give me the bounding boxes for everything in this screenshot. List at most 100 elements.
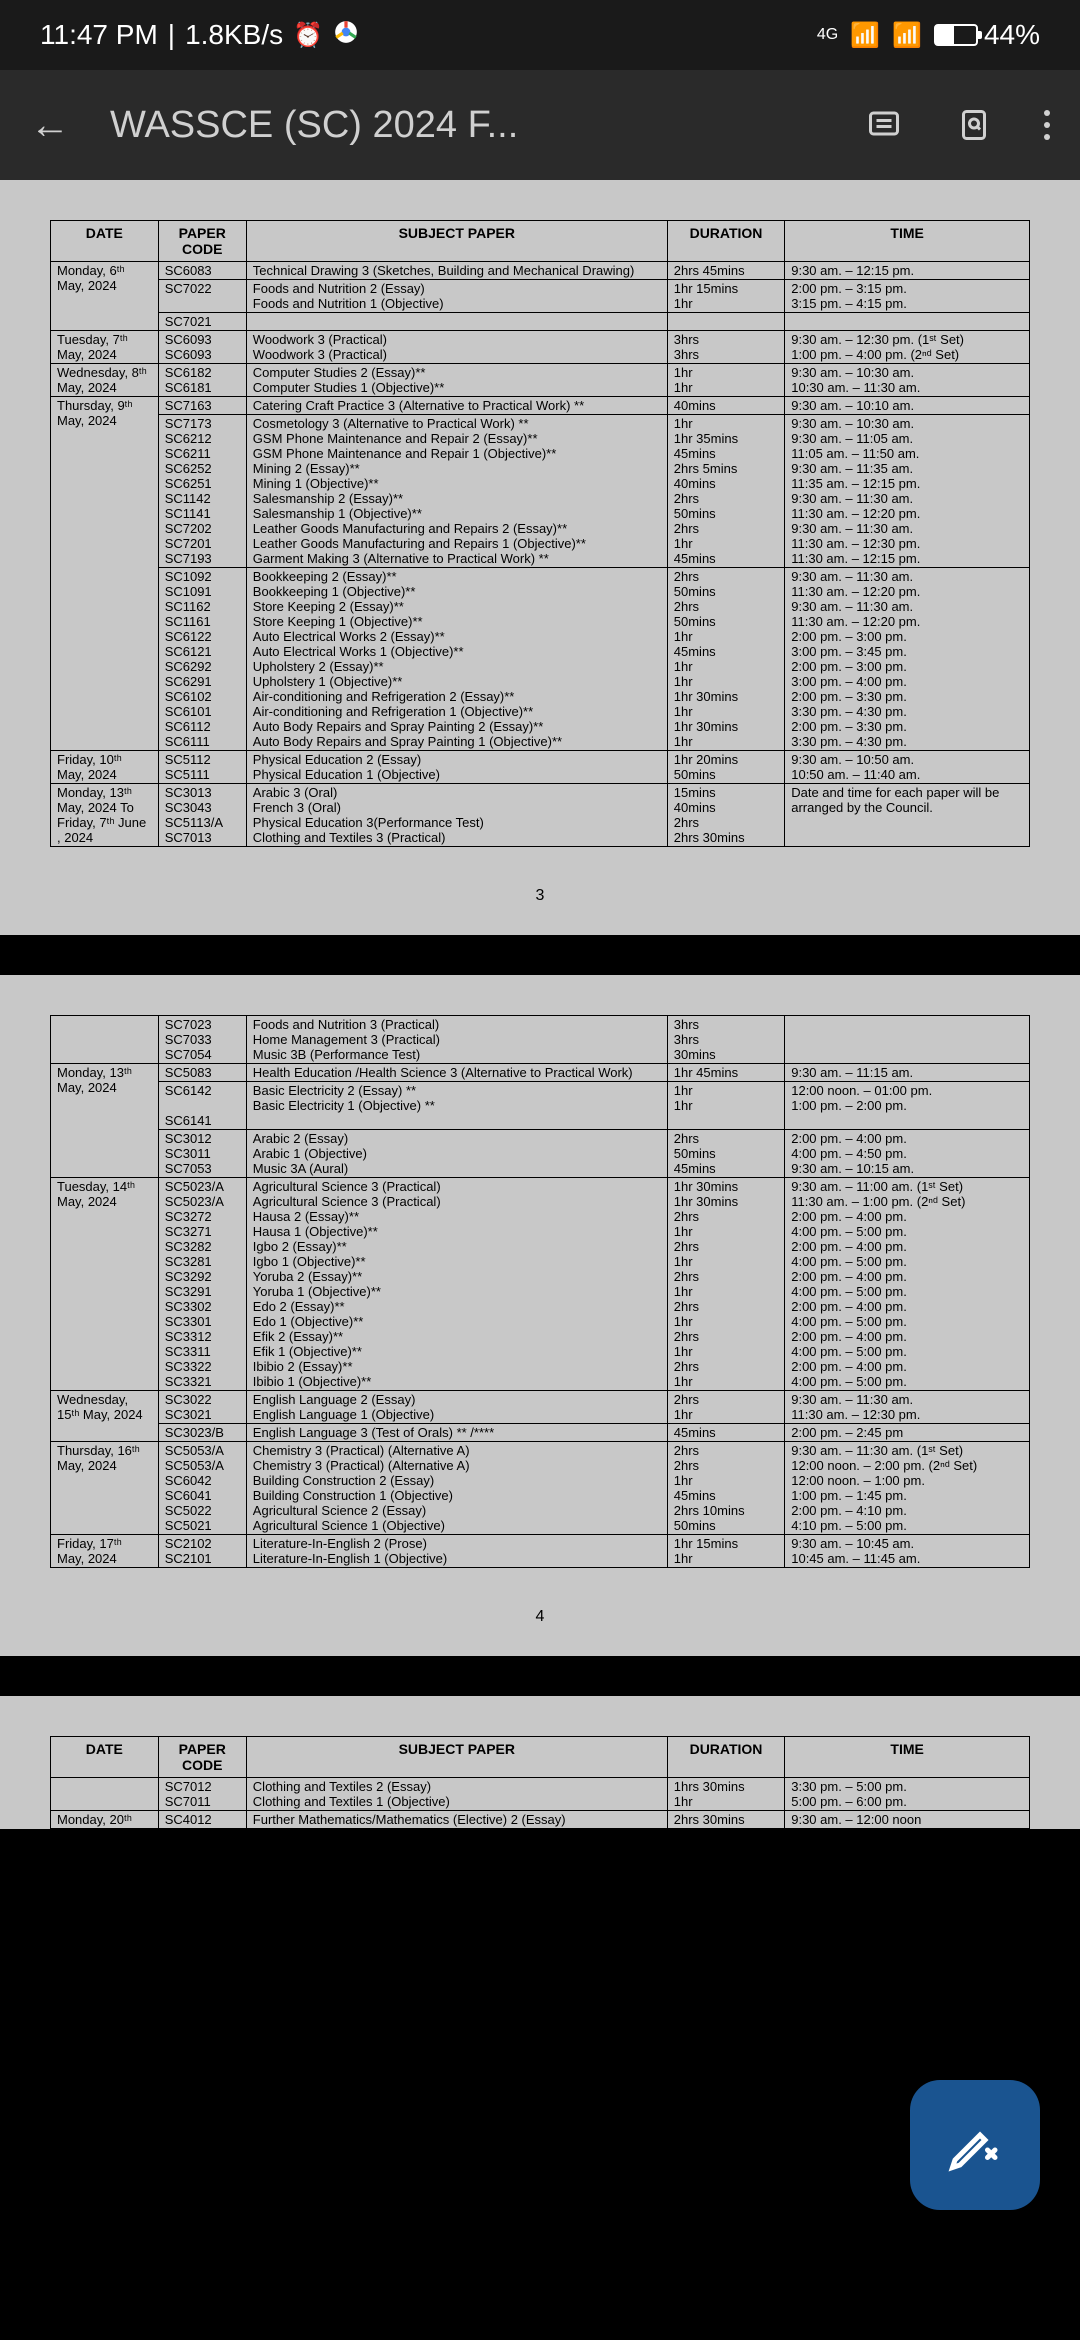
cell-subject: Basic Electricity 2 (Essay) **Basic Elec… (246, 1082, 667, 1130)
pdf-page-4: SC7023SC7033SC7054Foods and Nutrition 3 … (0, 975, 1080, 1656)
comment-icon[interactable] (864, 105, 904, 145)
battery-indicator: 44% (934, 19, 1040, 51)
separator: | (168, 19, 175, 51)
cell-date: Wednesday, 8ᵗʰ May, 2024 (51, 364, 159, 397)
cell-code: SC4012 (158, 1811, 246, 1829)
cell-time: Date and time for each paper will be arr… (785, 784, 1030, 847)
cell-subject (246, 313, 667, 331)
cell-time (785, 1016, 1030, 1064)
cell-code: SC6083 (158, 262, 246, 280)
cell-subject: Arabic 3 (Oral)French 3 (Oral)Physical E… (246, 784, 667, 847)
cell-time: 9:30 am. – 11:30 am. (1ˢᵗ Set)12:00 noon… (785, 1442, 1030, 1535)
search-page-icon[interactable] (954, 105, 994, 145)
table-row: SC7012SC7011Clothing and Textiles 2 (Ess… (51, 1778, 1030, 1811)
pdf-page-3: DATE PAPER CODE SUBJECT PAPER DURATION T… (0, 180, 1080, 935)
cell-time: 9:30 am. – 10:50 am.10:50 am. – 11:40 am… (785, 751, 1030, 784)
cell-duration (667, 313, 784, 331)
cell-code: SC3012SC3011SC7053 (158, 1130, 246, 1178)
cell-code: SC3022SC3021 (158, 1391, 246, 1424)
cell-time: 9:30 am. – 11:00 am. (1ˢᵗ Set)11:30 am. … (785, 1178, 1030, 1391)
cell-time: 9:30 am. – 11:30 am.11:30 am. – 12:30 pm… (785, 1391, 1030, 1424)
cell-time: 2:00 pm. – 3:15 pm.3:15 pm. – 4:15 pm. (785, 280, 1030, 313)
page-title: WASSCE (SC) 2024 F... (110, 104, 824, 147)
more-menu-icon[interactable] (1044, 110, 1050, 140)
page-number: 3 (50, 887, 1030, 905)
table-header: DATE PAPER CODE SUBJECT PAPER DURATION T… (51, 221, 1030, 262)
table-row: SC6142SC6141Basic Electricity 2 (Essay) … (51, 1082, 1030, 1130)
cell-date: Wednesday, 15ᵗʰ May, 2024 (51, 1391, 159, 1442)
cell-duration: 1hr 15mins1hr (667, 1535, 784, 1568)
cell-subject: English Language 3 (Test of Orals) ** /*… (246, 1424, 667, 1442)
cell-time: 9:30 am. – 10:45 am.10:45 am. – 11:45 am… (785, 1535, 1030, 1568)
table-row: SC1092SC1091SC1162SC1161SC6122SC6121SC62… (51, 568, 1030, 751)
cell-duration: 3hrs3hrs30mins (667, 1016, 784, 1064)
cell-code: SC7012SC7011 (158, 1778, 246, 1811)
cell-code: SC7022 (158, 280, 246, 313)
cell-subject: Computer Studies 2 (Essay)**Computer Stu… (246, 364, 667, 397)
cell-duration: 1hr 20mins50mins (667, 751, 784, 784)
table-header: DATE PAPER CODE SUBJECT PAPER DURATION T… (51, 1737, 1030, 1778)
cell-code: SC7163 (158, 397, 246, 415)
header-time: TIME (785, 221, 1030, 262)
cell-duration: 40mins (667, 397, 784, 415)
table-body-2: SC7023SC7033SC7054Foods and Nutrition 3 … (51, 1016, 1030, 1568)
cell-duration: 2hrs1hr (667, 1391, 784, 1424)
cell-duration: 1hrs 30mins1hr (667, 1778, 784, 1811)
table-row: Thursday, 16ᵗʰ May, 2024SC5053/ASC5053/A… (51, 1442, 1030, 1535)
header-duration: DURATION (667, 221, 784, 262)
cell-code: SC7023SC7033SC7054 (158, 1016, 246, 1064)
cell-time: 3:30 pm. – 5:00 pm.5:00 pm. – 6:00 pm. (785, 1778, 1030, 1811)
cell-time: 2:00 pm. – 2:45 pm (785, 1424, 1030, 1442)
cell-code: SC6182SC6181 (158, 364, 246, 397)
table-row: SC7173SC6212SC6211SC6252SC6251SC1142SC11… (51, 415, 1030, 568)
cell-duration: 1hr1hr 35mins45mins2hrs 5mins40mins2hrs5… (667, 415, 784, 568)
table-row: Wednesday, 8ᵗʰ May, 2024SC6182SC6181Comp… (51, 364, 1030, 397)
cell-duration: 3hrs3hrs (667, 331, 784, 364)
cell-code: SC6093SC6093 (158, 331, 246, 364)
cell-duration: 1hr1hr (667, 1082, 784, 1130)
page-number: 4 (50, 1608, 1030, 1626)
battery-icon (934, 24, 978, 46)
cell-date: Friday, 17ᵗʰ May, 2024 (51, 1535, 159, 1568)
cell-time: 9:30 am. – 12:00 noon (785, 1811, 1030, 1829)
header-date: DATE (51, 221, 159, 262)
header-duration: DURATION (667, 1737, 784, 1778)
table-row: Monday, 13ᵗʰ May, 2024 To Friday, 7ᵗʰ Ju… (51, 784, 1030, 847)
cell-subject: Foods and Nutrition 3 (Practical)Home Ma… (246, 1016, 667, 1064)
table-row: Monday, 13ᵗʰ May, 2024SC5083Health Educa… (51, 1064, 1030, 1082)
cell-subject: English Language 2 (Essay)English Langua… (246, 1391, 667, 1424)
edit-fab[interactable] (910, 2080, 1040, 2210)
table-row: SC3012SC3011SC7053Arabic 2 (Essay)Arabic… (51, 1130, 1030, 1178)
cell-subject: Bookkeeping 2 (Essay)**Bookkeeping 1 (Ob… (246, 568, 667, 751)
cell-code: SC5112SC5111 (158, 751, 246, 784)
status-bar: 11:47 PM | 1.8KB/s ⏰ 4G 📶 📶 44% (0, 0, 1080, 70)
cell-time: 9:30 am. – 10:30 am.10:30 am. – 11:30 am… (785, 364, 1030, 397)
cell-code: SC7173SC6212SC6211SC6252SC6251SC1142SC11… (158, 415, 246, 568)
cell-duration: 2hrs50mins2hrs50mins1hr45mins1hr1hr1hr 3… (667, 568, 784, 751)
chrome-icon (333, 19, 359, 52)
header-code: PAPER CODE (158, 1737, 246, 1778)
cell-time (785, 313, 1030, 331)
table-row: Friday, 10ᵗʰ May, 2024SC5112SC5111Physic… (51, 751, 1030, 784)
header-date: DATE (51, 1737, 159, 1778)
cell-subject: Chemistry 3 (Practical) (Alternative A)C… (246, 1442, 667, 1535)
network-label: 4G (817, 26, 838, 44)
document-viewport[interactable]: DATE PAPER CODE SUBJECT PAPER DURATION T… (0, 180, 1080, 2340)
cell-time: 9:30 am. – 11:15 am. (785, 1064, 1030, 1082)
cell-duration: 1hr1hr (667, 364, 784, 397)
back-button[interactable]: ← (30, 103, 70, 148)
table-row: SC3023/BEnglish Language 3 (Test of Oral… (51, 1424, 1030, 1442)
table-row: Thursday, 9ᵗʰ May, 2024SC7163Catering Cr… (51, 397, 1030, 415)
cell-duration: 2hrs2hrs1hr45mins2hrs 10mins50mins (667, 1442, 784, 1535)
cell-duration: 1hr 30mins1hr 30mins2hrs1hr2hrs1hr2hrs1h… (667, 1178, 784, 1391)
header-subject: SUBJECT PAPER (246, 221, 667, 262)
cell-duration: 2hrs 45mins (667, 262, 784, 280)
table-row: Tuesday, 14ᵗʰ May, 2024SC5023/ASC5023/AS… (51, 1178, 1030, 1391)
cell-time: 9:30 am. – 12:30 pm. (1ˢᵗ Set)1:00 pm. –… (785, 331, 1030, 364)
toolbar-icons (864, 105, 1050, 145)
cell-date: Tuesday, 14ᵗʰ May, 2024 (51, 1178, 159, 1391)
cell-duration: 1hr 15mins1hr (667, 280, 784, 313)
cell-code: SC2102SC2101 (158, 1535, 246, 1568)
cell-time: 9:30 am. – 10:30 am.9:30 am. – 11:05 am.… (785, 415, 1030, 568)
cell-time: 2:00 pm. – 4:00 pm.4:00 pm. – 4:50 pm.9:… (785, 1130, 1030, 1178)
